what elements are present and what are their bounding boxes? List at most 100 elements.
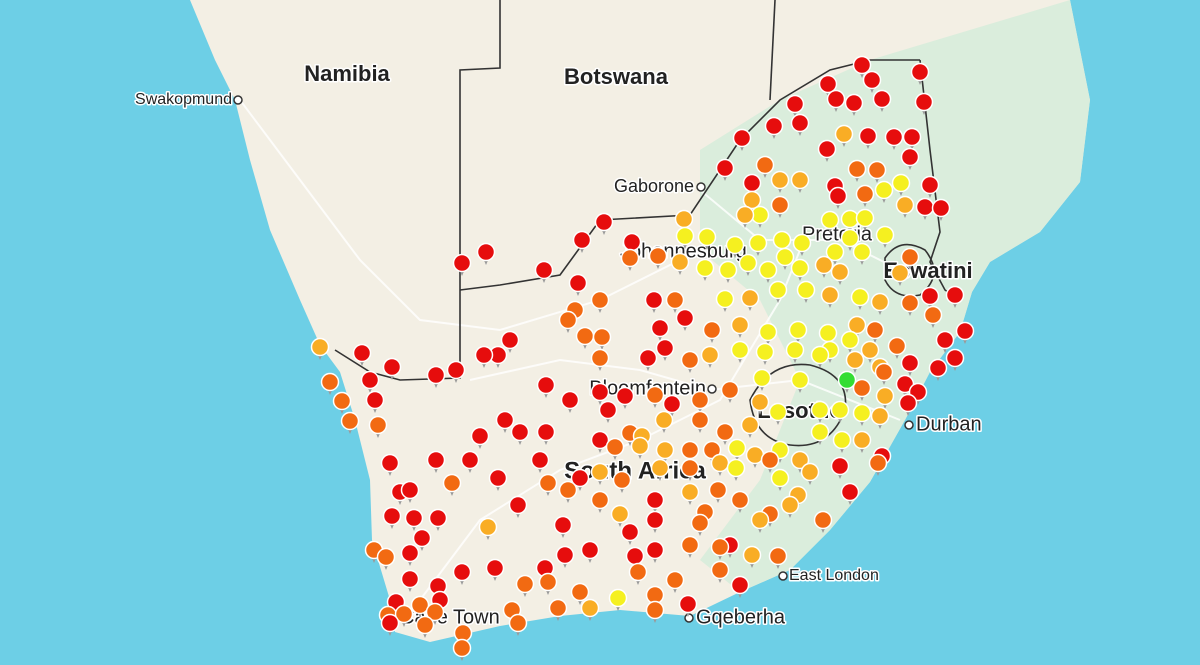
marker[interactable] [945,348,965,368]
marker[interactable] [662,394,682,414]
marker[interactable] [828,186,848,206]
marker[interactable] [755,342,775,362]
marker[interactable] [650,458,670,478]
marker[interactable] [680,458,700,478]
marker[interactable] [900,353,920,373]
marker[interactable] [955,321,975,341]
marker[interactable] [928,358,948,378]
marker[interactable] [872,89,892,109]
marker[interactable] [530,450,550,470]
marker[interactable] [715,158,735,178]
marker[interactable] [650,318,670,338]
marker[interactable] [730,315,750,335]
marker[interactable] [590,462,610,482]
marker[interactable] [365,390,385,410]
marker[interactable] [680,440,700,460]
marker[interactable] [605,437,625,457]
marker[interactable] [750,510,770,530]
marker[interactable] [570,582,590,602]
marker[interactable] [875,386,895,406]
marker[interactable] [680,350,700,370]
marker[interactable] [376,547,396,567]
marker[interactable] [697,227,717,247]
marker[interactable] [914,92,934,112]
marker[interactable] [720,380,740,400]
marker[interactable] [610,504,630,524]
marker[interactable] [770,468,790,488]
marker[interactable] [725,235,745,255]
marker[interactable] [855,208,875,228]
marker[interactable] [470,426,490,446]
marker[interactable] [790,450,810,470]
marker[interactable] [727,438,747,458]
marker[interactable] [536,422,556,442]
marker[interactable] [788,320,808,340]
marker[interactable] [830,262,850,282]
marker[interactable] [768,402,788,422]
marker[interactable] [898,393,918,413]
marker[interactable] [560,390,580,410]
marker[interactable] [412,528,432,548]
marker[interactable] [500,330,520,350]
marker[interactable] [340,411,360,431]
marker[interactable] [690,410,710,430]
marker[interactable] [404,508,424,528]
marker[interactable] [735,205,755,225]
marker[interactable] [837,370,857,390]
marker[interactable] [580,598,600,618]
marker[interactable] [352,343,372,363]
marker[interactable] [665,290,685,310]
marker[interactable] [630,436,650,456]
marker[interactable] [818,323,838,343]
marker[interactable] [860,340,880,360]
marker[interactable] [488,468,508,488]
marker[interactable] [730,575,750,595]
marker[interactable] [770,195,790,215]
marker[interactable] [310,337,330,357]
marker[interactable] [790,258,810,278]
marker[interactable] [320,372,340,392]
marker[interactable] [900,147,920,167]
marker[interactable] [862,70,882,90]
marker[interactable] [400,543,420,563]
marker[interactable] [382,357,402,377]
marker[interactable] [817,139,837,159]
marker[interactable] [852,430,872,450]
marker[interactable] [590,348,610,368]
marker[interactable] [847,315,867,335]
marker[interactable] [536,375,556,395]
marker[interactable] [678,594,698,614]
marker[interactable] [742,173,762,193]
marker[interactable] [400,569,420,589]
marker[interactable] [446,360,466,380]
marker[interactable] [826,89,846,109]
marker[interactable] [592,327,612,347]
marker[interactable] [840,228,860,248]
marker[interactable] [820,210,840,230]
marker[interactable] [840,482,860,502]
marker[interactable] [814,255,834,275]
marker[interactable] [867,160,887,180]
marker[interactable] [675,308,695,328]
marker[interactable] [460,450,480,470]
marker[interactable] [920,286,940,306]
marker[interactable] [638,348,658,368]
marker[interactable] [608,588,628,608]
marker[interactable] [645,600,665,620]
marker[interactable] [755,155,775,175]
marker[interactable] [615,386,635,406]
marker[interactable] [750,392,770,412]
marker[interactable] [852,242,872,262]
marker[interactable] [598,400,618,420]
marker[interactable] [768,546,788,566]
marker[interactable] [850,287,870,307]
marker[interactable] [590,382,610,402]
marker[interactable] [732,128,752,148]
marker[interactable] [874,180,894,200]
marker[interactable] [382,506,402,526]
marker[interactable] [478,517,498,537]
marker[interactable] [645,385,665,405]
marker[interactable] [718,260,738,280]
marker[interactable] [695,258,715,278]
marker[interactable] [785,340,805,360]
